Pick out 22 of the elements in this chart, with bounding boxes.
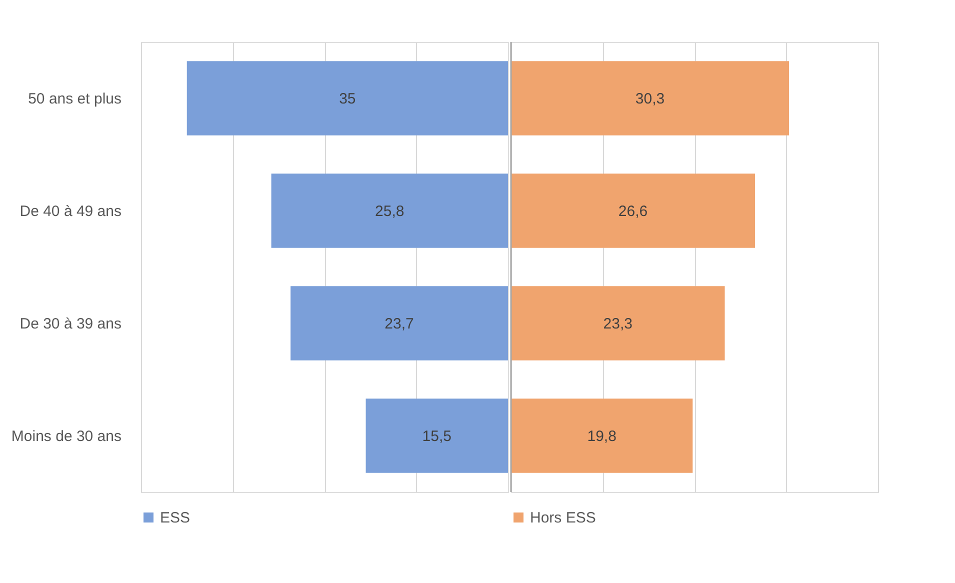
y-tick-label: 50 ans et plus [28,90,122,108]
y-tick-label: De 40 à 49 ans [20,202,122,220]
data-label: 19,8 [587,428,616,445]
bar [271,174,508,248]
y-tick-label: Moins de 30 ans [11,428,122,445]
legend-label: Hors ESS [530,510,596,526]
bar [290,286,508,360]
bar [366,398,508,473]
data-label: 23,7 [384,315,414,332]
y-tick-label: De 30 à 39 ans [20,315,122,332]
bar [511,286,725,360]
data-label: 23,3 [603,315,632,332]
data-label: 15,5 [422,428,452,445]
bar [511,398,693,473]
bar [511,61,790,136]
data-label: 30,3 [635,90,665,108]
data-label: 26,6 [618,202,648,220]
bar [511,174,756,248]
bar [186,61,508,136]
legend-label: ESS [160,510,190,526]
data-label: 25,8 [375,202,404,220]
data-label: 35 [339,90,356,108]
